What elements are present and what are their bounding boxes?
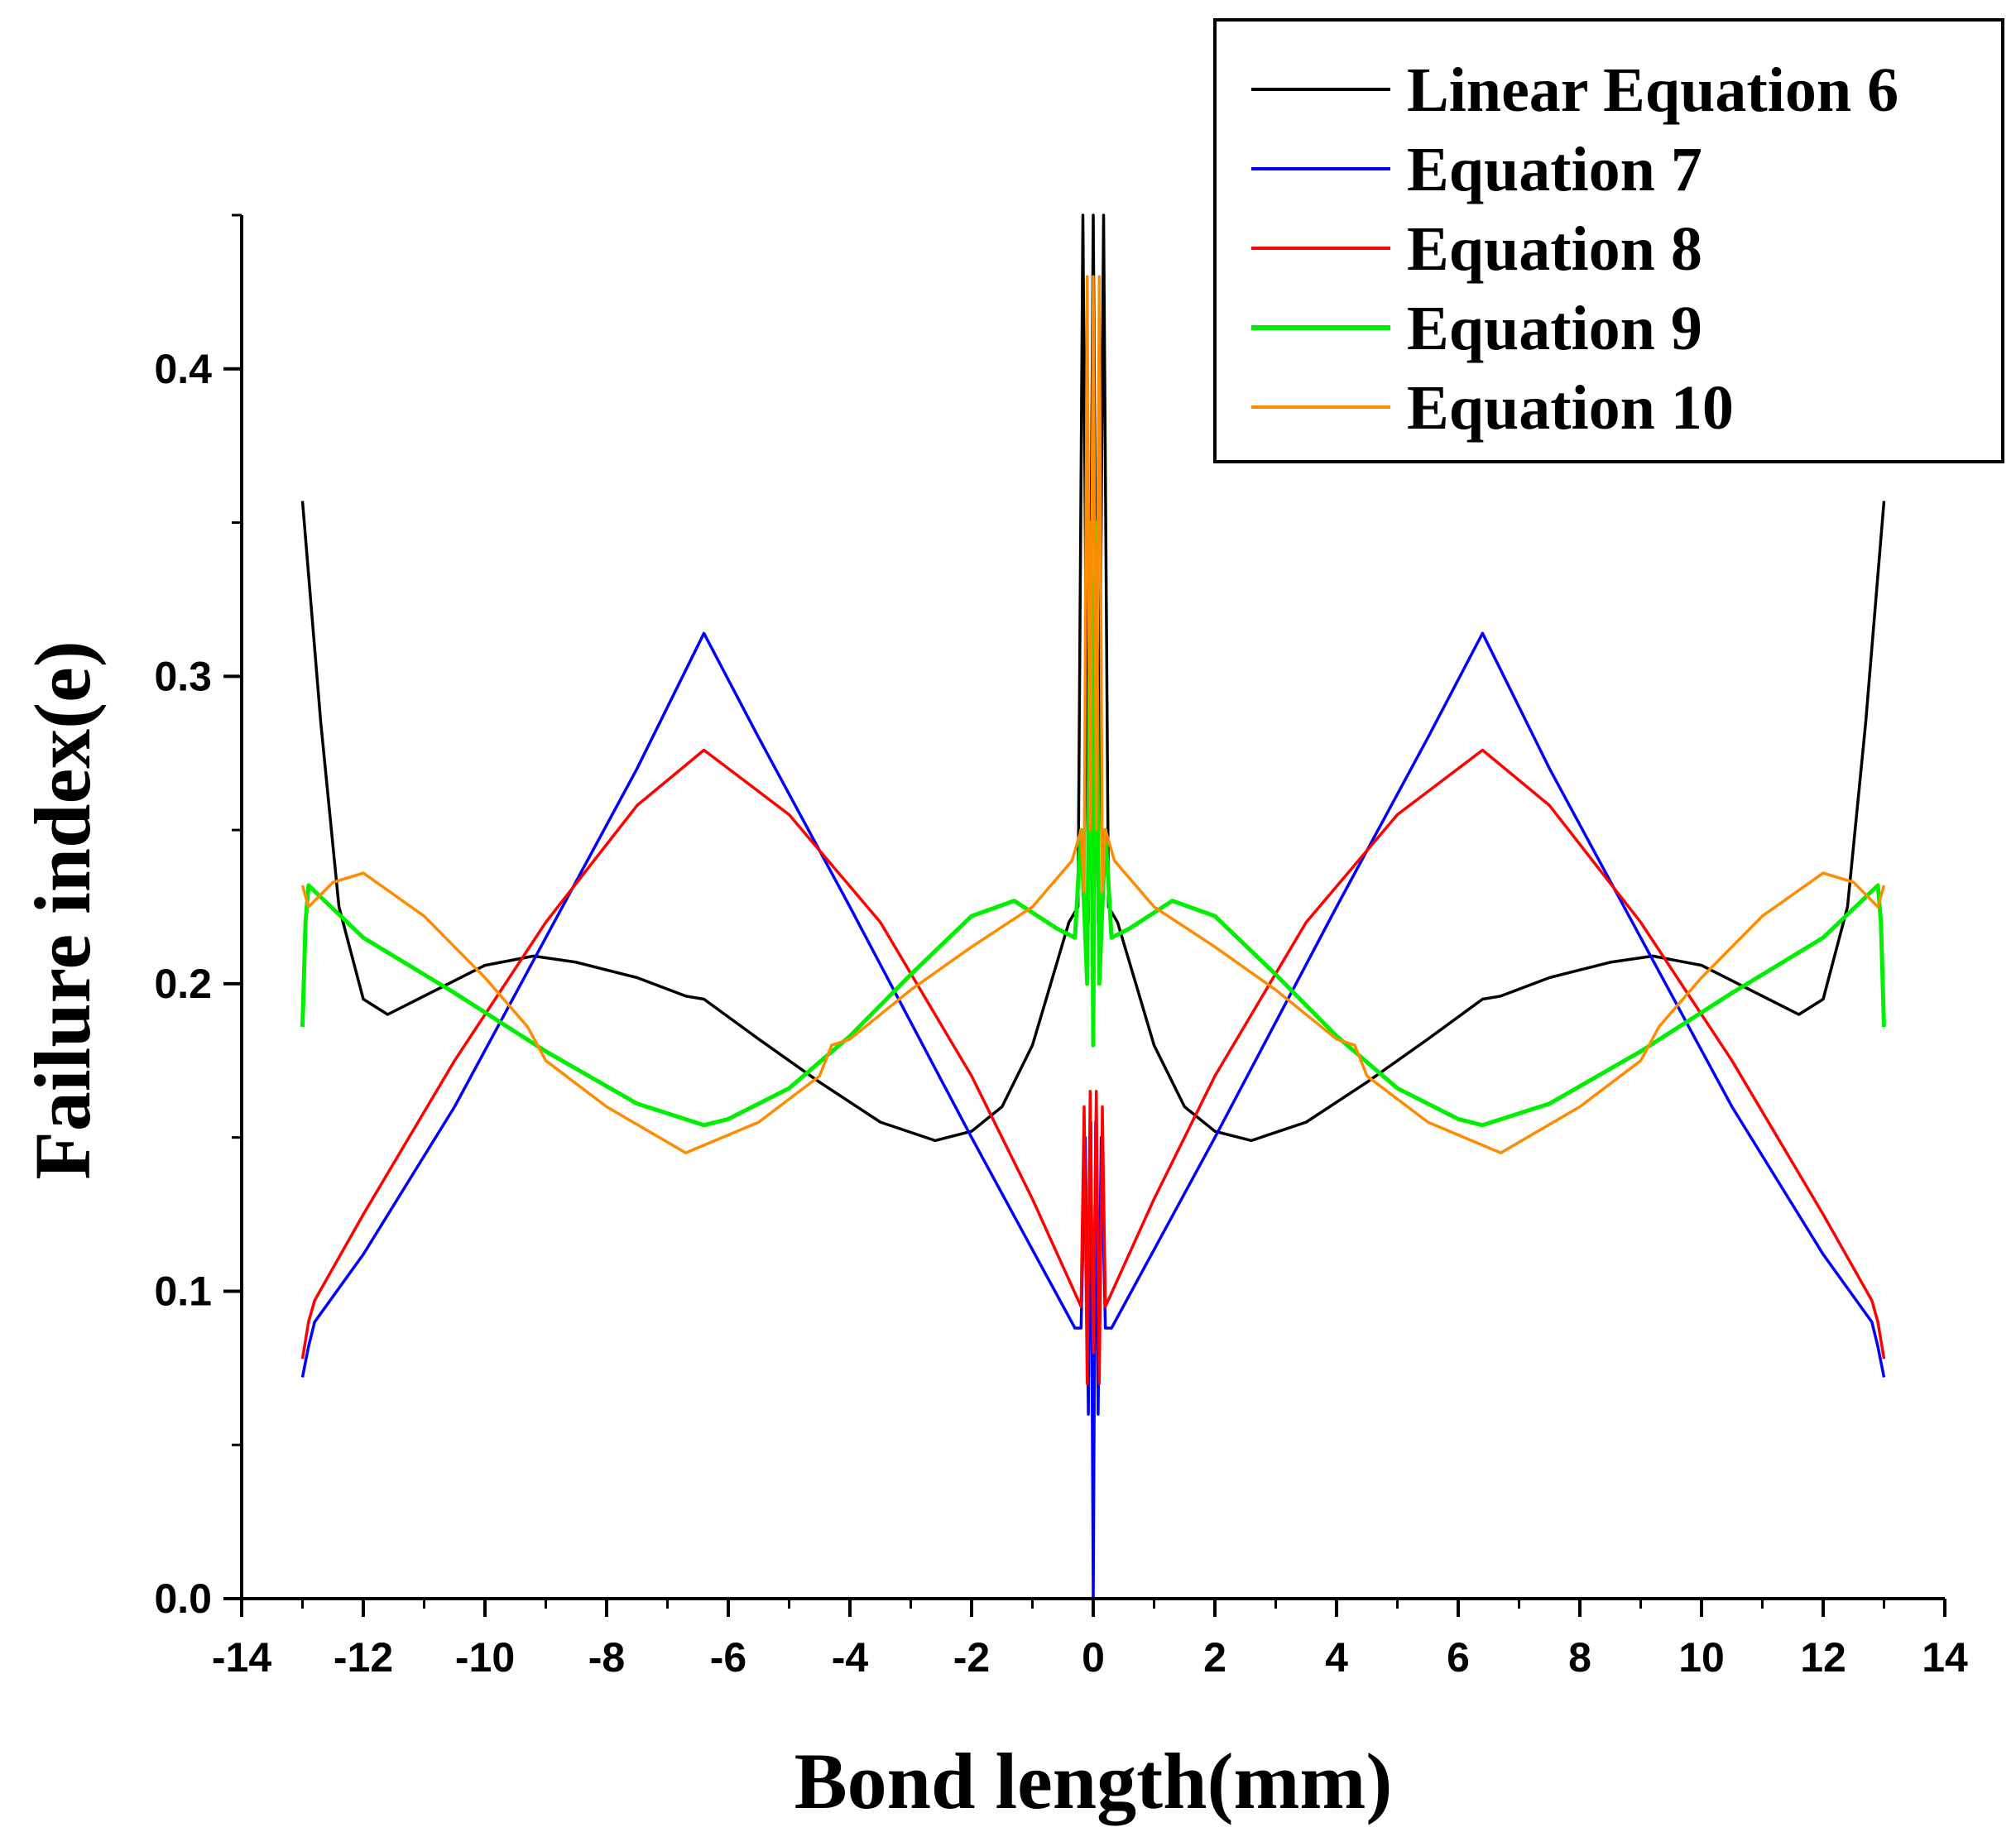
x-tick-label: 6 [1447,1634,1470,1681]
legend-label-2: Equation 7 [1407,135,1702,204]
x-tick-label: -10 [455,1634,515,1681]
legend-label-3: Equation 8 [1407,214,1702,284]
x-tick-label: 8 [1568,1634,1591,1681]
legend-box [1213,18,2004,463]
x-tick-label: -6 [710,1634,746,1681]
x-axis-title: Bond length(mm) [794,1737,1393,1825]
series-line-4 [300,520,1886,1128]
y-tick-label: 0.0 [154,1575,212,1622]
y-tick-label: 0.2 [154,961,212,1007]
legend-label-5: Equation 10 [1407,373,1734,443]
y-axis-title: Failure index(e) [18,640,107,1179]
x-tick-label: 10 [1678,1634,1725,1681]
series-line-3 [300,748,1886,1385]
x-tick-label: -14 [212,1634,271,1681]
y-tick-label: 0.1 [154,1268,212,1314]
x-tick-label: 4 [1325,1634,1348,1681]
legend-label-1: Linear Equation 6 [1407,55,1898,125]
y-tick-label: 0.3 [154,653,212,699]
series-line-5 [300,275,1886,1154]
x-tick-label: 2 [1203,1634,1226,1681]
series-line-1 [300,213,1886,1143]
legend-label-4: Equation 9 [1407,294,1702,363]
x-tick-label: -4 [832,1634,869,1681]
x-tick-label: -2 [953,1634,990,1681]
x-tick-label: 0 [1082,1634,1105,1681]
y-tick-label: 0.4 [154,346,212,392]
x-tick-label: 12 [1800,1634,1846,1681]
x-tick-label: -12 [334,1634,393,1681]
legend: Linear Equation 6 Equation 7 Equation 8 Equ… [1213,18,2004,463]
x-tick-label: -8 [588,1634,625,1681]
ticks-layer: -14 -12 -10 -8 -6 -4 -2 0 2 4 6 8 10 12 14 0.0 0.1 0.2 0.3… [154,213,1968,1681]
x-tick-label: 14 [1922,1634,1968,1681]
